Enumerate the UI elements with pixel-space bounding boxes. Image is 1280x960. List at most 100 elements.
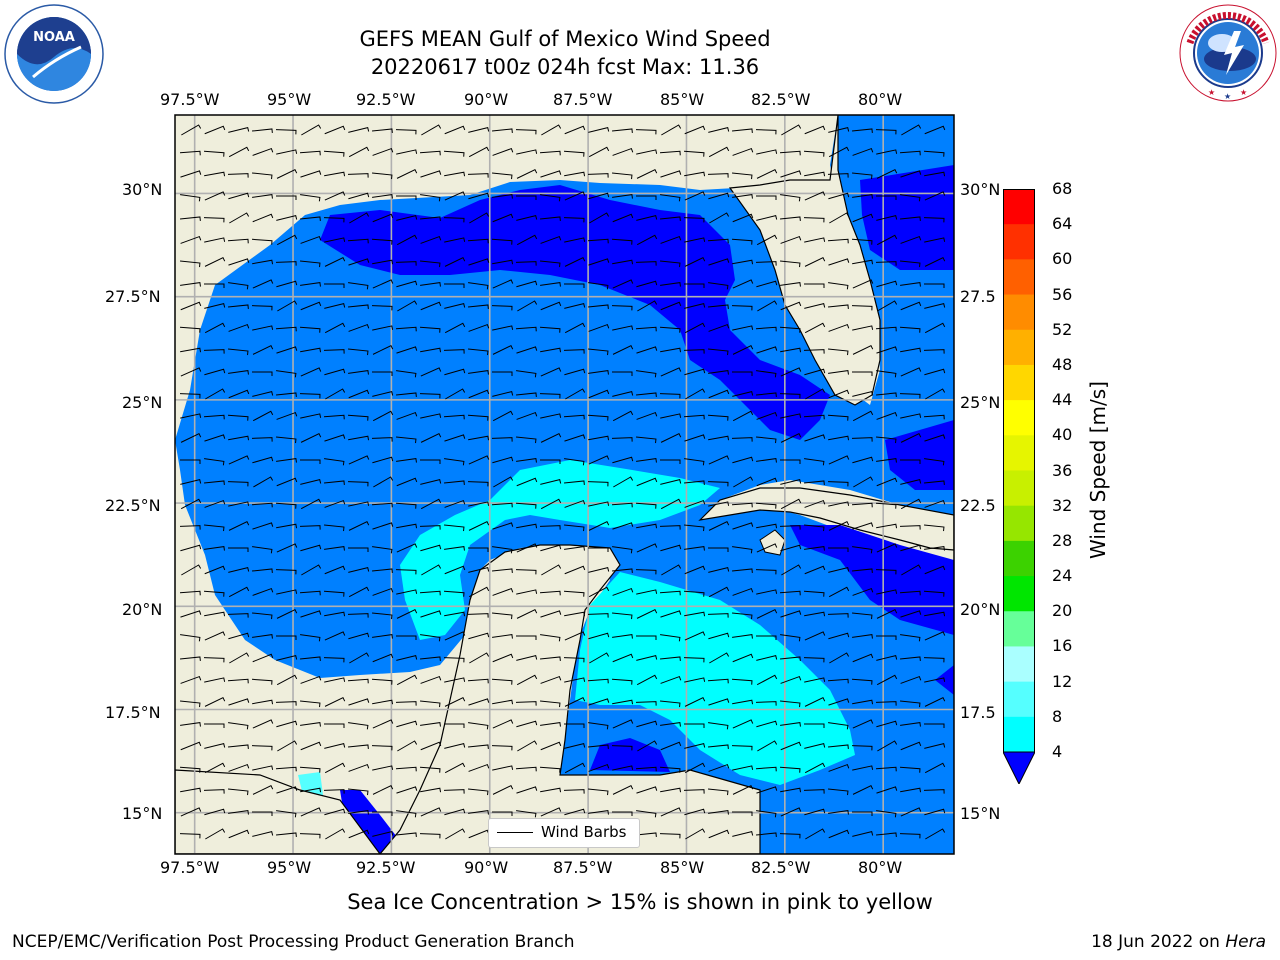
wind-barb: [419, 766, 441, 773]
wind-barb: [780, 722, 801, 727]
wind-barb: [180, 194, 201, 202]
calm-region-north: [320, 185, 830, 440]
wind-barb: [324, 723, 345, 728]
wind-barb: [588, 126, 610, 133]
wind-barb: [852, 612, 873, 620]
wind-barb: [708, 810, 729, 815]
wind-barb: [348, 389, 370, 399]
wind-barb: [708, 744, 729, 749]
wind-barb: [300, 367, 322, 377]
wind-barb: [660, 170, 682, 178]
wind-barb: [540, 675, 562, 684]
wind-barb: [396, 786, 418, 794]
wind-barb: [564, 631, 586, 641]
wind-barb: [876, 149, 898, 155]
wind-barb: [396, 149, 418, 155]
wind-barb: [372, 699, 394, 705]
wind-barb: [396, 720, 418, 728]
wind-barb: [635, 261, 657, 266]
wind-barb: [564, 565, 586, 575]
wind-barb: [876, 411, 898, 420]
wind-barb: [924, 237, 946, 243]
wind-barb: [563, 414, 585, 420]
wind-barb: [540, 347, 562, 353]
wind-barb: [900, 675, 922, 684]
wind-barb: [804, 808, 826, 816]
wind-barb: [876, 832, 897, 837]
wind-barb: [612, 719, 634, 729]
wind-barb: [276, 635, 297, 640]
wind-barb: [876, 654, 898, 661]
wind-barb: [851, 745, 873, 751]
wind-barb: [779, 393, 801, 399]
wind-barb: [372, 194, 393, 199]
wind-barb: [540, 498, 562, 510]
wind-barb: [732, 128, 753, 133]
wind-barb: [563, 590, 585, 597]
wind-barb: [564, 480, 585, 485]
wind-barb: [756, 280, 778, 288]
wind-barb: [804, 171, 826, 177]
wind-barb: [420, 170, 442, 178]
wind-barb: [588, 435, 610, 441]
wind-barb: [372, 456, 394, 464]
wind-barb: [732, 213, 754, 223]
wind-barb: [252, 546, 273, 554]
wind-barb: [467, 678, 489, 684]
wind-barb: [660, 700, 681, 708]
wind-barb: [228, 348, 249, 356]
wind-barb: [709, 212, 730, 224]
colorbar-segment: [1003, 470, 1035, 507]
wind-barb: [180, 170, 202, 178]
wind-barb: [276, 392, 297, 397]
wind-barb: [204, 546, 225, 551]
wind-barb: [492, 194, 513, 199]
svg-text:★: ★: [1240, 88, 1247, 97]
wind-barb: [251, 678, 273, 685]
wind-barb: [924, 191, 946, 201]
wind-barb: [852, 371, 873, 376]
lon-label-top-92-5: 92.5°W: [356, 90, 416, 109]
wind-barb: [708, 455, 730, 465]
wind-barb: [276, 280, 298, 288]
wind-barb: [564, 458, 585, 466]
wind-barb: [828, 520, 850, 531]
wind-barb: [203, 414, 225, 420]
wind-barb: [636, 280, 658, 288]
wind-barb: [252, 371, 273, 376]
wind-barb: [204, 125, 226, 135]
wind-barb: [612, 213, 634, 223]
wind-barb: [396, 280, 418, 288]
wind-barb: [468, 788, 489, 796]
wind-barb: [396, 477, 418, 487]
wind-barb: [756, 370, 777, 378]
wind-barb: [181, 564, 202, 576]
wind-barb: [276, 832, 297, 837]
wind-barb: [924, 677, 946, 683]
wind-barb: [732, 390, 754, 397]
wind-barb: [395, 569, 417, 575]
wind-barb: [444, 302, 466, 309]
wind-barb: [588, 520, 610, 531]
wind-barb: [252, 830, 274, 837]
wind-barb: [827, 678, 849, 684]
wind-barb: [325, 388, 346, 400]
wind-barb: [780, 787, 802, 793]
wind-barb: [828, 788, 849, 796]
wind-barb: [684, 191, 706, 201]
wind-barb: [780, 741, 802, 751]
colorbar-tick-label: 48: [1052, 354, 1073, 374]
wind-barb: [516, 589, 538, 595]
wind-barb: [492, 344, 514, 355]
wind-barb: [900, 194, 921, 202]
wind-barb: [444, 322, 466, 334]
sea-ice-caption: Sea Ice Concentration > 15% is shown in …: [347, 890, 933, 914]
wind-barb: [755, 129, 777, 135]
wind-barb: [180, 634, 201, 642]
wind-barb: [515, 261, 537, 266]
wind-barb: [228, 520, 250, 531]
wind-barb: [324, 696, 346, 707]
wind-barb: [612, 546, 633, 554]
wind-barb: [276, 674, 298, 686]
wind-barb: [396, 589, 418, 595]
